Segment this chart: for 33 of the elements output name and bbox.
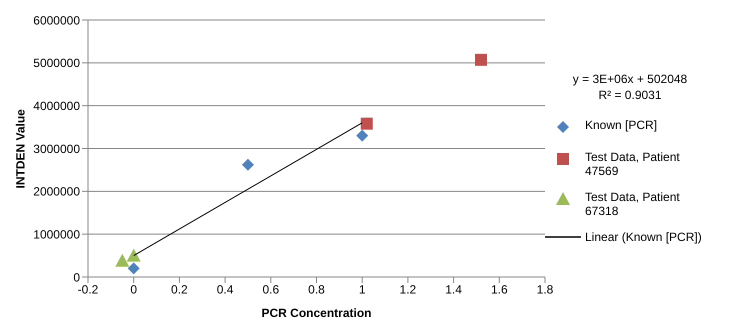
y-tick-label: 5000000 [33,56,80,70]
legend-label: Known [PCR] [585,118,658,132]
x-tick-label: 0.2 [171,282,188,297]
y-tick-label: 3000000 [33,142,80,156]
x-axis-title: PCR Concentration [261,306,372,320]
y-axis-title: INTDEN Value [13,108,28,188]
x-tick-label: 1 [358,282,366,297]
y-tick-label: 1000000 [33,227,80,242]
x-tick-label: 1.6 [490,282,508,297]
point [242,158,254,171]
point [126,248,141,262]
x-tick-label: -0.2 [78,282,99,297]
x-tick-label: 0.4 [216,282,234,297]
x-tick-label: 1.8 [536,282,554,297]
x-tick-label: 0.8 [308,282,326,297]
text: y = 3E+06x + 502048 [572,72,688,86]
text: R² = 0.9031 [597,88,663,102]
x-tick-label: 1.2 [400,282,417,297]
x-tick-label: 0 [130,282,138,297]
y-tick-label: 6000000 [33,13,80,28]
y-tick-label: 4000000 [33,98,80,113]
point [360,118,373,130]
point [356,130,368,142]
legend-label: Linear (Known [PCR]) [585,230,703,244]
y-tick-label: 2000000 [33,184,80,199]
point [115,254,130,267]
legend-label: Test Data, Patient 67318 [585,190,681,218]
x-tick-label: 0.6 [262,282,280,297]
x-tick-label: 1.4 [445,282,462,297]
point [128,262,140,274]
y-tick-label: 0 [73,270,80,284]
point [475,54,488,66]
legend-label: Test Data, Patient 47569 [585,150,681,178]
